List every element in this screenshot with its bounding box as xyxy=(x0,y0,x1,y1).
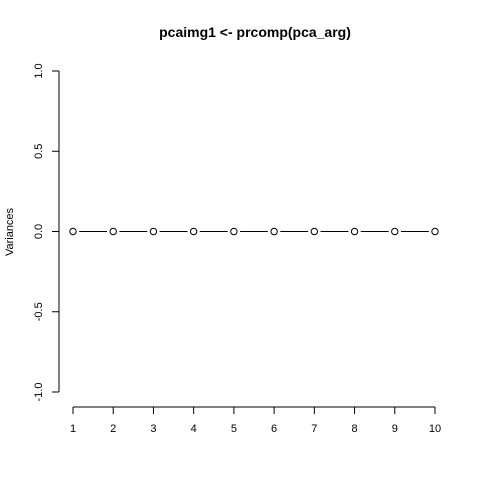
chart-title: pcaimg1 <- prcomp(pca_arg) xyxy=(159,24,351,40)
x-tick-label: 7 xyxy=(311,423,317,435)
x-tick-label: 9 xyxy=(392,423,398,435)
data-point xyxy=(431,227,439,236)
data-point xyxy=(109,227,117,236)
y-tick-label: -1.0 xyxy=(33,383,45,402)
data-point xyxy=(391,227,399,236)
y-tick-label: 1.0 xyxy=(33,63,45,78)
x-tick-label: 3 xyxy=(150,423,156,435)
y-tick-label: 0.5 xyxy=(33,144,45,159)
x-tick-label: 10 xyxy=(429,423,441,435)
x-tick-label: 2 xyxy=(110,423,116,435)
data-point xyxy=(310,227,319,236)
data-point xyxy=(270,227,278,236)
y-axis-label: Variances xyxy=(4,207,16,256)
x-tick-label: 5 xyxy=(231,423,237,435)
x-tick-label: 1 xyxy=(70,423,76,435)
y-tick-label: -0.5 xyxy=(33,302,45,321)
data-point xyxy=(350,227,359,236)
x-tick-label: 8 xyxy=(351,423,357,435)
y-axis: -1.0 -0.5 0.0 0.5 1.0 xyxy=(33,63,60,402)
y-tick-label: 0.0 xyxy=(33,224,45,239)
data-series xyxy=(69,227,439,236)
x-tick-label: 6 xyxy=(271,423,277,435)
x-tick-label: 4 xyxy=(191,423,197,435)
data-point xyxy=(189,227,198,236)
data-point xyxy=(69,227,77,236)
data-point xyxy=(230,227,238,236)
x-axis: 1 2 3 4 5 6 7 8 9 10 xyxy=(70,406,441,435)
data-point xyxy=(149,227,158,236)
